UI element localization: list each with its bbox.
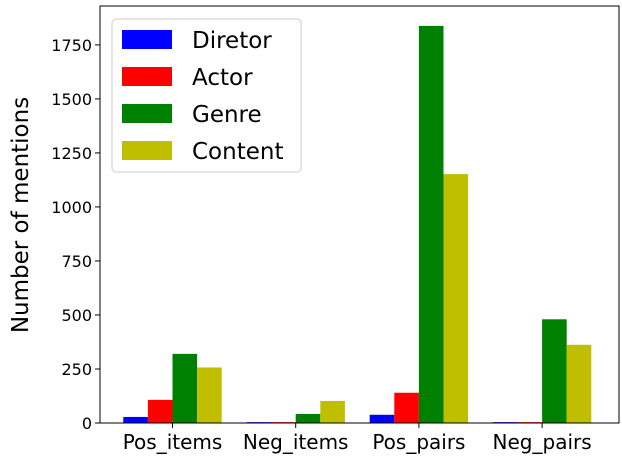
bar-genre-pos-items (172, 353, 198, 423)
y-tick-label: 250 (61, 360, 92, 379)
bar-genre-pos-pairs (418, 25, 444, 424)
x-tick-label: Neg_items (243, 430, 349, 454)
legend-swatch-content (122, 141, 172, 160)
bar-genre-neg-pairs (542, 319, 567, 423)
legend-label-content: Content (192, 139, 283, 165)
y-tick-label: 1750 (51, 36, 92, 55)
x-tick-label: Pos_items (123, 430, 223, 454)
legend-swatch-actor (122, 67, 172, 86)
bar-actor-pos-pairs (394, 392, 419, 423)
bars-layer (123, 25, 592, 424)
y-tick-label: 1000 (51, 198, 92, 217)
y-tick-label: 0 (82, 414, 92, 433)
legend-frame (111, 18, 302, 173)
legend-label-actor: Actor (192, 65, 253, 91)
x-tick-label: Pos_pairs (372, 430, 465, 454)
y-tick-label: 1500 (51, 90, 92, 109)
bar-diretor-pos-items (123, 416, 148, 423)
legend-label-diretor: Diretor (192, 28, 272, 54)
legend: Diretor Actor Genre Content (111, 18, 302, 173)
bar-content-pos-pairs (443, 174, 469, 423)
x-axis: Pos_items Neg_items Pos_pairs Neg_pairs (123, 423, 592, 454)
x-tick-label: Neg_pairs (493, 430, 592, 454)
bar-content-neg-items (320, 400, 345, 423)
bar-diretor-pos-pairs (369, 414, 395, 423)
y-tick-label: 500 (61, 306, 92, 325)
legend-label-genre: Genre (192, 102, 262, 128)
y-axis: 0 250 500 750 1000 1250 1500 1750 (51, 36, 100, 433)
plot-frame (99, 5, 620, 424)
bar-content-neg-pairs (566, 344, 592, 423)
legend-swatch-genre (122, 104, 172, 123)
bar-actor-pos-items (147, 399, 173, 423)
bar-content-pos-items (197, 367, 222, 423)
legend-swatch-diretor (122, 30, 172, 49)
bar-genre-neg-items (295, 413, 321, 423)
y-tick-label: 1250 (51, 144, 92, 163)
y-tick-label: 750 (61, 252, 92, 271)
y-axis-label: Number of mentions (8, 97, 34, 333)
